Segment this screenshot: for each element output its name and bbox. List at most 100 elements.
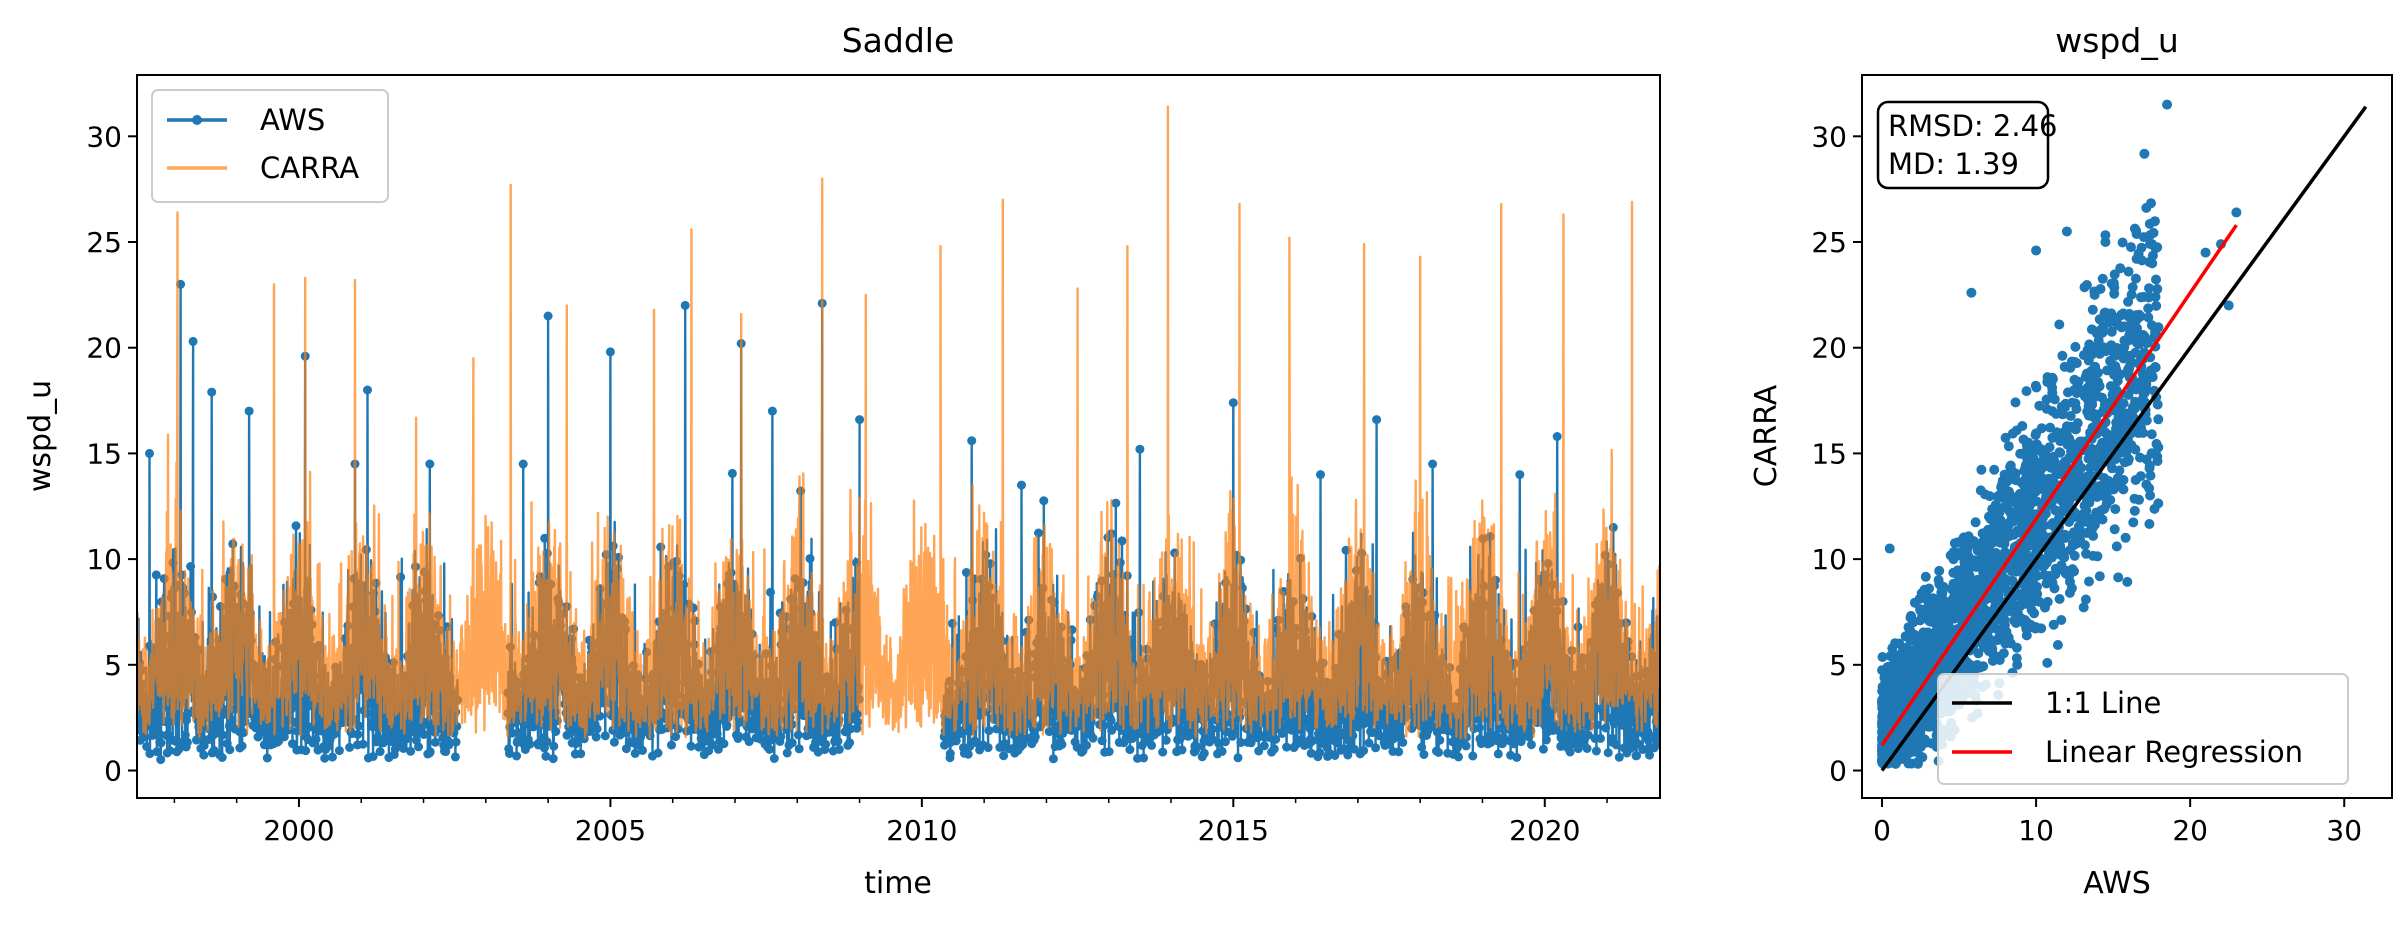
series-point [1601, 723, 1611, 733]
series-point [1614, 752, 1624, 762]
series-point [671, 732, 681, 742]
scatter-point [2052, 640, 2063, 650]
series-point [199, 741, 209, 751]
series-point [419, 730, 429, 739]
series-point [1097, 736, 1107, 746]
series-point [1591, 746, 1601, 756]
series-point [207, 387, 217, 397]
series-point [1474, 723, 1484, 733]
scatter-point [1920, 571, 1931, 582]
series-point [1538, 744, 1548, 754]
series-point [1552, 432, 1562, 441]
series-point [1217, 746, 1227, 756]
series-point [450, 752, 460, 762]
series-point [227, 715, 237, 725]
scatter-point [2120, 532, 2131, 543]
series-point [1259, 741, 1269, 751]
series-point [1608, 522, 1618, 532]
series-point [188, 336, 198, 346]
scatter-point [2119, 457, 2130, 468]
scatter-point [2070, 341, 2081, 352]
x-tick-label: 2020 [1509, 814, 1580, 847]
scatter-point [2144, 460, 2155, 471]
scatter-point [2046, 454, 2057, 464]
scatter-point [2054, 319, 2065, 330]
series-point [1512, 752, 1522, 762]
scatter-point [2146, 429, 2157, 440]
scatter-points [1877, 99, 2242, 769]
y-tick-label: 15 [86, 437, 122, 470]
series-point [765, 744, 775, 754]
series-point [656, 542, 666, 552]
series-point [576, 749, 586, 759]
series-point [1161, 735, 1171, 745]
scatter-point [2065, 576, 2075, 587]
series-point [1269, 744, 1279, 754]
series-point [155, 710, 165, 719]
scatter-point [1998, 648, 2009, 659]
series-point [540, 533, 550, 543]
scatter-point [2126, 242, 2136, 253]
scatter-point [2117, 237, 2128, 248]
series-point [186, 562, 196, 571]
scatter-point [2134, 494, 2144, 505]
scatter-point [2031, 382, 2042, 393]
series-point [1526, 740, 1536, 750]
scatter-point [2011, 425, 2022, 436]
series-point [543, 311, 553, 321]
series-point [145, 448, 154, 458]
scatter-point [2127, 282, 2138, 293]
scatter-point [2108, 278, 2119, 289]
series-point [156, 738, 166, 748]
scatter-point [2153, 414, 2164, 425]
series-point [834, 744, 844, 754]
series-point [1582, 744, 1592, 753]
legend-carra-label: CARRA [260, 151, 359, 185]
series-point [1208, 724, 1217, 734]
series-point [353, 729, 363, 739]
scatter-point [1989, 464, 2000, 475]
scatter-point [2015, 448, 2026, 459]
series-point [507, 728, 517, 738]
scatter-point [2094, 571, 2105, 582]
series-point [605, 347, 615, 357]
timeseries-x-ticks: 2000 2005 2010 2015 2020 [173, 798, 1608, 847]
scatter-point [2003, 441, 2014, 452]
series-point [600, 731, 610, 741]
x-tick-label: 2005 [575, 814, 646, 847]
series-point [1611, 740, 1621, 750]
series-point [354, 721, 364, 731]
series-point [414, 742, 423, 752]
series-point [358, 739, 368, 749]
series-point [151, 570, 161, 580]
scatter-point [2065, 545, 2076, 555]
series-point [156, 755, 166, 765]
x-tick-label: 2000 [263, 814, 334, 847]
series-point [855, 415, 865, 425]
scatter-point [1924, 583, 1935, 594]
scatter-point [2084, 339, 2095, 350]
series-point [1039, 496, 1049, 506]
series-point [525, 739, 535, 749]
series-point [1104, 747, 1114, 757]
series-point [1233, 753, 1243, 763]
scatter-point [2110, 504, 2121, 515]
scatter-point [2145, 490, 2156, 501]
scatter-point [2128, 517, 2139, 528]
scatter-point [2116, 322, 2127, 333]
series-point [327, 752, 337, 762]
scatter-point [2106, 326, 2117, 337]
series-point [1359, 746, 1369, 756]
series-point [1415, 721, 1425, 731]
series-point [1048, 754, 1058, 764]
series-point [1192, 742, 1202, 752]
series-point [653, 748, 663, 758]
x-tick-label: 2015 [1198, 814, 1269, 847]
series-point [1158, 747, 1168, 757]
timeseries-y-label: wspd_u [23, 380, 58, 492]
series-point [1428, 459, 1438, 469]
series-point [1461, 741, 1471, 751]
scatter-point [2087, 304, 2098, 315]
